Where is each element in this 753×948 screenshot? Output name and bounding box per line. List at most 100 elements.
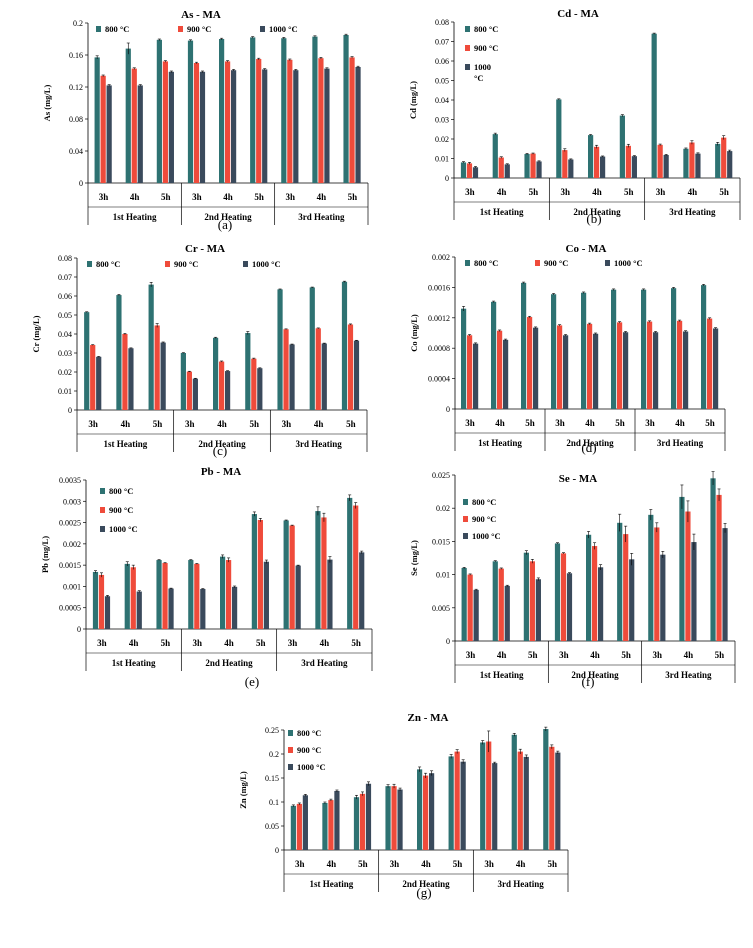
group-label: 2nd Heating xyxy=(571,670,619,680)
bar-800c-5h-3 xyxy=(156,39,162,183)
bar-900c-3h-1 xyxy=(467,335,473,409)
bar-900c-5h-6 xyxy=(625,145,631,178)
bar-1000c-4h-2 xyxy=(128,348,134,410)
bar-1000c-3h-1 xyxy=(104,596,111,629)
bar-900c-5h-6 xyxy=(617,322,623,409)
bar-1000c-4h-5 xyxy=(231,70,237,183)
legend-swatch xyxy=(243,261,248,267)
panel-label: (b) xyxy=(586,211,601,226)
bar-800c-3h-1 xyxy=(290,805,296,850)
bar-900c-3h-1 xyxy=(100,75,106,183)
bar-900c-4h-8 xyxy=(517,751,523,850)
bar-900c-3h-4 xyxy=(186,371,192,410)
x-tick-label: 3h xyxy=(88,419,98,429)
bar-900c-3h-7 xyxy=(289,525,295,629)
y-tick-label: 0.01 xyxy=(435,155,449,164)
y-tick-label: 0.005 xyxy=(432,604,450,613)
bar-800c-5h-6 xyxy=(250,37,256,184)
legend-label: 800 °C xyxy=(472,497,496,507)
y-tick-label: 0.02 xyxy=(435,135,449,144)
group-label: 2nd Heating xyxy=(205,658,253,668)
bar-1000c-4h-2 xyxy=(136,591,142,629)
legend-label: 900 °C xyxy=(174,259,198,269)
legend-label: 1000 °C xyxy=(614,258,643,268)
bar-900c-3h-7 xyxy=(287,59,293,183)
y-tick-label: 0.2 xyxy=(269,750,279,759)
bar-900c-3h-4 xyxy=(560,553,567,641)
legend-label: 900 °C xyxy=(472,514,496,524)
group-label: 3rd Heating xyxy=(657,438,704,448)
legend-swatch xyxy=(463,533,468,539)
legend-label: 800 °C xyxy=(105,24,129,34)
bar-1000c-5h-3 xyxy=(160,342,166,410)
bar-800c-5h-6 xyxy=(245,333,251,410)
legend-label: 900 °C xyxy=(297,745,321,755)
bar-900c-4h-5 xyxy=(592,546,598,641)
x-tick-label: 4h xyxy=(585,418,595,428)
legend-swatch xyxy=(96,26,101,32)
bar-800c-3h-1 xyxy=(460,162,467,178)
chart-panel-f: Se - MA 0 0.005 0.01 0.015 0.02 0.025 Se (mg/L)… xyxy=(409,471,736,689)
bar-1000c-3h-4 xyxy=(566,573,573,641)
bar-900c-3h-1 xyxy=(466,163,473,178)
legend-swatch xyxy=(260,26,265,32)
x-tick-label: 4h xyxy=(675,418,685,428)
bar-800c-5h-6 xyxy=(448,756,454,850)
bar-1000c-3h-1 xyxy=(302,795,308,850)
panel-label: (c) xyxy=(213,443,227,458)
bar-1000c-4h-5 xyxy=(225,371,231,410)
bar-1000c-4h-8 xyxy=(327,559,333,629)
bar-1000c-5h-9 xyxy=(727,151,733,178)
bar-1000c-4h-8 xyxy=(691,542,697,641)
bar-800c-5h-9 xyxy=(710,478,716,641)
bar-900c-4h-8 xyxy=(677,320,683,409)
bar-800c-5h-6 xyxy=(611,289,617,409)
bar-800c-3h-7 xyxy=(651,33,657,179)
chart-title: Zn - MA xyxy=(408,712,449,724)
legend-swatch xyxy=(178,26,183,32)
x-tick-label: 3h xyxy=(484,859,494,869)
bar-800c-4h-2 xyxy=(322,802,328,850)
x-tick-label: 5h xyxy=(358,859,368,869)
y-tick-label: 0.04 xyxy=(435,96,449,105)
x-tick-label: 4h xyxy=(684,650,694,660)
x-tick-label: 3h xyxy=(285,192,295,202)
x-tick-label: 3h xyxy=(99,192,109,202)
x-tick-label: 5h xyxy=(256,638,266,648)
bar-900c-3h-7 xyxy=(283,329,289,410)
bar-1000c-4h-8 xyxy=(321,343,327,410)
chart-title: Cr - MA xyxy=(185,243,225,255)
bar-800c-3h-4 xyxy=(556,99,562,178)
bar-1000c-5h-6 xyxy=(629,559,635,641)
bar-800c-5h-6 xyxy=(617,522,623,641)
bar-900c-3h-7 xyxy=(657,144,663,178)
x-tick-label: 3h xyxy=(390,859,400,869)
y-tick-label: 0.002 xyxy=(63,540,81,549)
y-tick-label: 0.08 xyxy=(435,18,449,27)
legend-swatch xyxy=(465,26,470,32)
y-tick-label: 0.015 xyxy=(432,537,450,546)
x-tick-label: 4h xyxy=(516,859,526,869)
y-tick-label: 0.0012 xyxy=(428,314,450,323)
bar-800c-3h-7 xyxy=(283,520,289,629)
legend-swatch xyxy=(465,45,470,51)
bar-900c-5h-3 xyxy=(359,793,366,850)
legend-label: 800 °C xyxy=(474,24,498,34)
bar-900c-5h-3 xyxy=(154,325,160,410)
bar-900c-5h-6 xyxy=(256,59,262,183)
chart-title: Se - MA xyxy=(559,473,598,485)
group-label: 3rd Heating xyxy=(296,439,343,449)
bar-900c-4h-2 xyxy=(122,334,128,410)
bar-900c-4h-2 xyxy=(131,68,137,183)
bar-800c-4h-5 xyxy=(219,39,225,183)
y-tick-label: 0.15 xyxy=(265,774,279,783)
legend-swatch xyxy=(463,516,468,522)
group-label: 2nd Heating xyxy=(566,438,614,448)
bar-800c-4h-2 xyxy=(124,563,130,629)
x-tick-label: 5h xyxy=(453,859,463,869)
x-tick-label: 5h xyxy=(346,419,356,429)
y-tick-label: 0.03 xyxy=(58,349,72,358)
y-tick-label: 0.25 xyxy=(265,726,279,735)
bar-1000c-5h-9 xyxy=(555,752,561,850)
bar-900c-4h-2 xyxy=(130,567,136,629)
